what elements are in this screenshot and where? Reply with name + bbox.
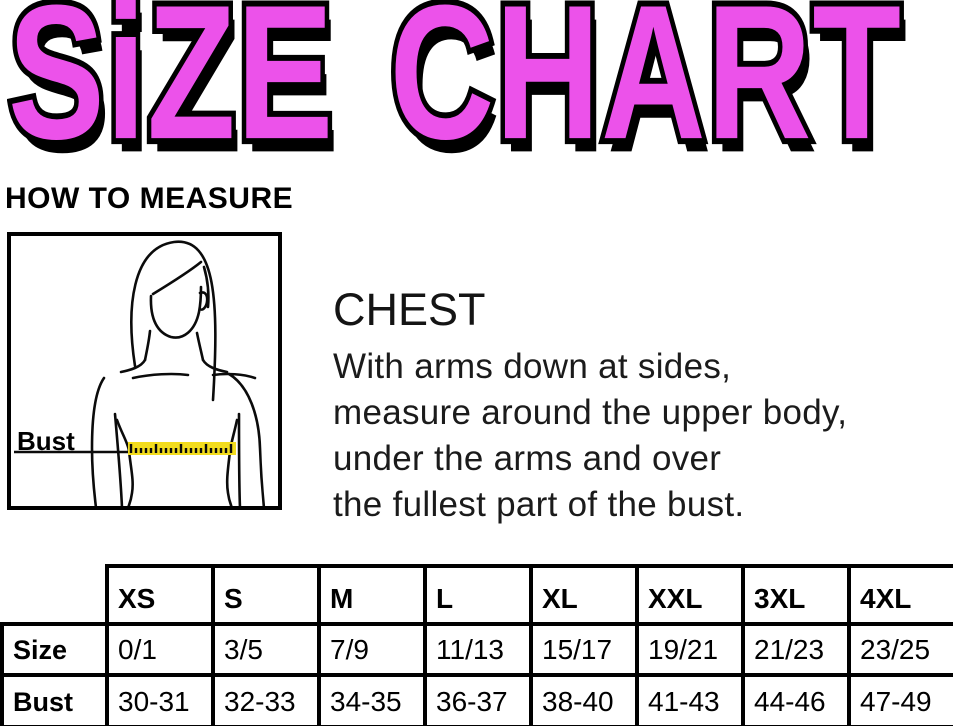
- bust-cell: 32-33: [211, 673, 321, 726]
- column-header-l: L: [423, 564, 533, 626]
- size-cell: 19/21: [635, 622, 745, 677]
- size-cell: 23/25: [847, 622, 953, 677]
- neck-shoulder-right: [201, 358, 229, 374]
- ear-outline: [198, 291, 209, 311]
- size-cell: 11/13: [423, 622, 533, 677]
- measure-diagram-box: Bust: [7, 232, 282, 510]
- bust-cell: 44-46: [741, 673, 851, 726]
- column-header-xl: XL: [529, 564, 639, 626]
- bust-cell: 41-43: [635, 673, 745, 726]
- arm-outer-right: [227, 372, 266, 506]
- tape-tick-marks: [129, 444, 233, 453]
- bust-label: Bust: [17, 426, 75, 456]
- neck-right-line: [195, 331, 205, 362]
- how-to-measure-heading: HOW TO MEASURE: [5, 182, 294, 215]
- bust-cell: 38-40: [529, 673, 639, 726]
- bust-cell: 34-35: [317, 673, 427, 726]
- arm-inner-left: [113, 412, 124, 506]
- table-corner-cell: [2, 566, 107, 624]
- table-header-row: XS S M L XL XXL 3XL 4XL: [2, 564, 953, 626]
- column-header-xxl: XXL: [635, 564, 745, 626]
- hair-part-line: [151, 260, 203, 296]
- torso-right: [225, 418, 239, 506]
- chest-instruction-line: the fullest part of the bust.: [333, 485, 745, 524]
- chest-instruction-line: With arms down at sides,: [333, 347, 732, 386]
- bust-cell: 36-37: [423, 673, 533, 726]
- size-cell: 7/9: [317, 622, 427, 677]
- clavicle-left: [131, 372, 190, 380]
- chest-instruction-line: under the arms and over: [333, 439, 722, 478]
- row-label-size: Size: [0, 622, 109, 677]
- page-title: SiZE CHART: [4, 0, 906, 180]
- size-chart-table: XS S M L XL XXL 3XL 4XL Size 0/1 3/5 7/9…: [0, 564, 953, 726]
- bust-cell: 47-49: [847, 673, 953, 726]
- bust-cell: 30-31: [105, 673, 215, 726]
- chest-instructions: CHEST With arms down at sides, measure a…: [333, 286, 847, 528]
- chest-heading: CHEST: [333, 284, 486, 335]
- hair-outline: [130, 240, 217, 402]
- body-outline-illustration: [14, 240, 266, 506]
- row-label-bust: Bust: [0, 673, 109, 726]
- size-cell: 21/23: [741, 622, 851, 677]
- size-cell: 0/1: [105, 622, 215, 677]
- face-outline: [149, 285, 203, 339]
- column-header-xs: XS: [105, 564, 215, 626]
- column-header-s: S: [211, 564, 321, 626]
- size-cell: 3/5: [211, 622, 321, 677]
- arm-inner-right: [237, 412, 242, 506]
- torso-left: [115, 418, 134, 506]
- column-header-4xl: 4XL: [847, 564, 953, 626]
- chest-instruction-line: measure around the upper body,: [333, 393, 848, 432]
- size-cell: 15/17: [529, 622, 639, 677]
- column-header-m: M: [317, 564, 427, 626]
- column-header-3xl: 3XL: [741, 564, 851, 626]
- table-row-bust: Bust 30-31 32-33 34-35 36-37 38-40 41-43…: [0, 673, 953, 726]
- neck-left-line: [143, 329, 152, 362]
- clavicle-right: [211, 372, 257, 380]
- arm-outer-left: [90, 376, 106, 506]
- table-row-size: Size 0/1 3/5 7/9 11/13 15/17 19/21 21/23…: [0, 622, 953, 677]
- hair-strand-line: [202, 265, 210, 309]
- neck-shoulder-left: [119, 358, 147, 374]
